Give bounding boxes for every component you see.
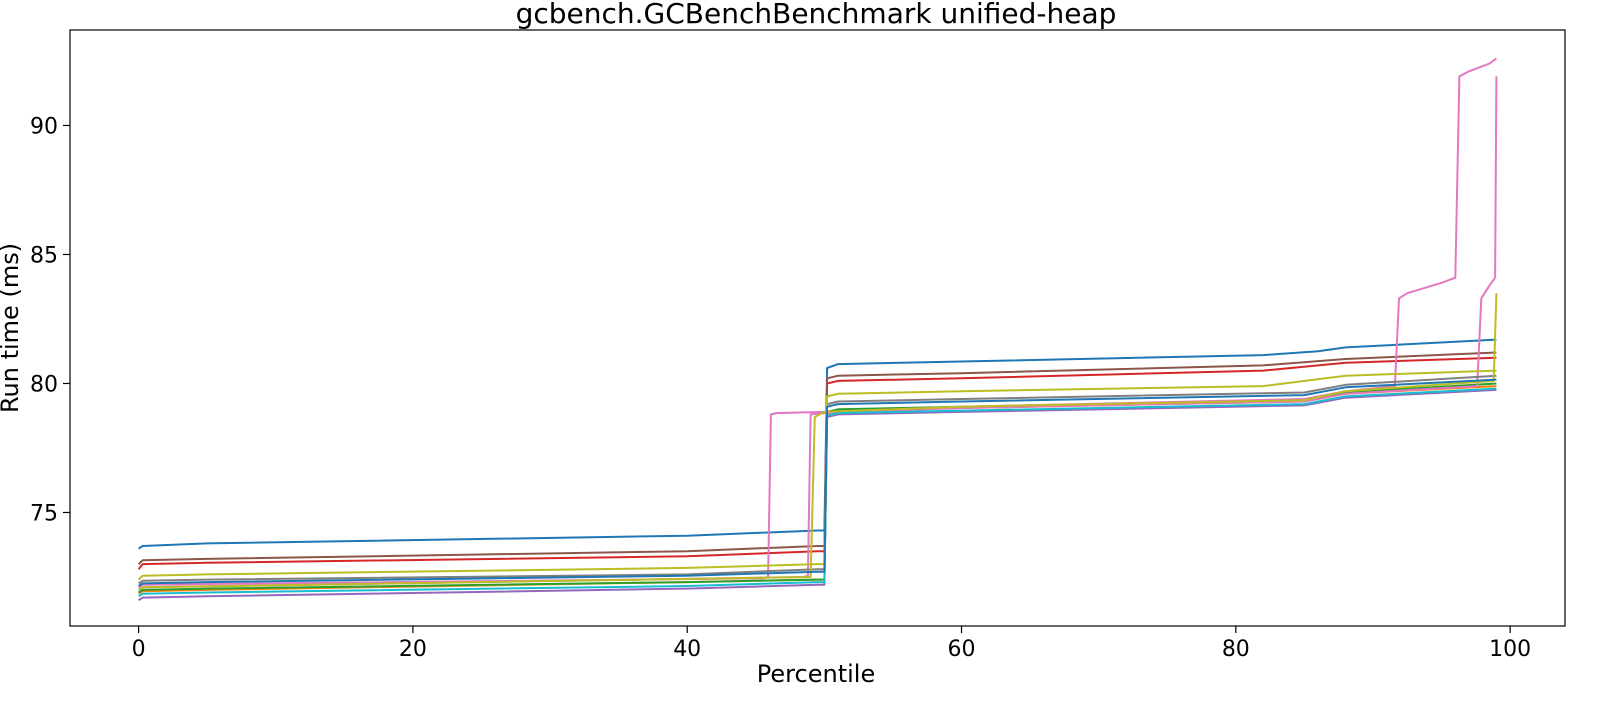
- series-line-8: [138, 76, 1498, 591]
- x-axis-label: Percentile: [757, 660, 875, 688]
- x-tick-label: 60: [948, 637, 976, 662]
- y-tick-label: 85: [30, 243, 58, 268]
- series-line-6: [137, 351, 1497, 565]
- series-line-13: [138, 378, 1497, 587]
- series-line-7: [138, 57, 1498, 589]
- y-tick-label: 80: [30, 372, 58, 397]
- series-line-1: [138, 338, 1497, 550]
- y-axis-label: Run time (ms): [0, 243, 24, 413]
- series-line-11: [138, 293, 1498, 591]
- x-tick-label: 40: [673, 637, 701, 662]
- x-tick-label: 80: [1222, 637, 1250, 662]
- series-line-2: [138, 385, 1497, 595]
- x-tick-label: 0: [132, 637, 146, 662]
- series-line-4: [137, 356, 1497, 570]
- x-axis: 0 20 40 60 80 100: [132, 626, 1531, 662]
- y-tick-label: 90: [30, 114, 58, 139]
- y-tick-label: 75: [30, 501, 58, 526]
- chart-title: gcbench.GCBenchBenchmark unified-heap: [516, 0, 1117, 30]
- series-line-12: [138, 387, 1497, 598]
- x-tick-label: 20: [399, 637, 427, 662]
- y-axis: 75 80 85 90: [30, 114, 70, 526]
- series-layer: [137, 57, 1498, 602]
- x-tick-label: 100: [1489, 637, 1531, 662]
- plot-frame: [69, 29, 1566, 627]
- series-line-9: [138, 374, 1497, 585]
